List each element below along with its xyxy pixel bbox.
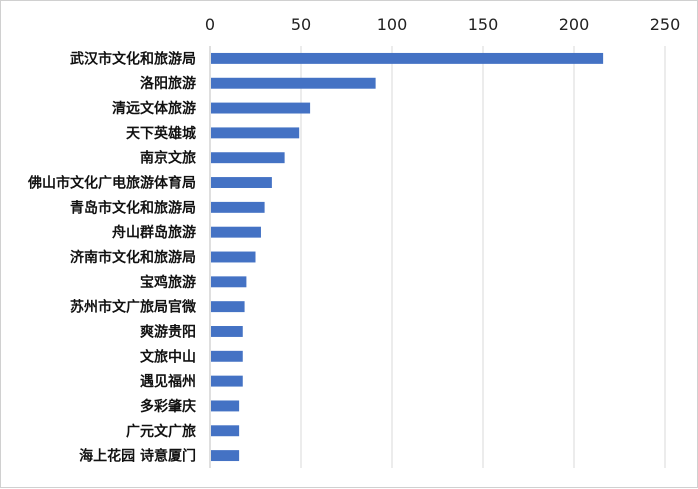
category-label: 佛山市文化广电旅游体育局 — [27, 175, 196, 192]
bar — [211, 400, 240, 412]
x-axis-ticks: 0 50 100 150 200 250 — [205, 15, 680, 34]
category-label: 遇见福州 — [140, 373, 196, 390]
category-label: 青岛市文化和旅游局 — [70, 199, 196, 216]
x-tick-label: 100 — [377, 15, 408, 34]
x-tick-label: 150 — [468, 15, 499, 34]
category-label: 武汉市文化和旅游局 — [70, 50, 196, 67]
category-label: 南京文旅 — [140, 150, 196, 167]
bars — [211, 52, 604, 462]
category-label: 海上花园 诗意厦门 — [79, 448, 196, 465]
bar — [211, 276, 247, 288]
bar — [211, 375, 243, 387]
x-tick-label: 0 — [205, 15, 215, 34]
bar — [211, 251, 256, 263]
category-label: 苏州市文广旅局官微 — [70, 299, 197, 316]
bar — [211, 127, 300, 139]
category-label: 清远文体旅游 — [112, 100, 196, 117]
bar — [211, 326, 243, 337]
bar — [211, 201, 265, 213]
bar — [211, 102, 311, 114]
bar — [211, 425, 240, 437]
bar — [211, 52, 604, 64]
bar — [211, 77, 376, 89]
category-label: 爽游贵阳 — [140, 323, 196, 340]
bar — [211, 152, 285, 164]
bar — [211, 301, 245, 313]
bar — [211, 177, 272, 188]
category-label: 文旅中山 — [140, 348, 196, 365]
category-label: 宝鸡旅游 — [140, 274, 196, 291]
bar — [211, 226, 261, 238]
category-label: 天下英雄城 — [126, 125, 196, 142]
category-label: 洛阳旅游 — [140, 75, 196, 92]
category-label: 舟山群岛旅游 — [112, 224, 196, 241]
category-label: 广元文广旅 — [126, 423, 196, 440]
category-label: 济南市文化和旅游局 — [70, 249, 196, 266]
bar — [211, 450, 240, 462]
x-tick-label: 200 — [559, 15, 590, 34]
category-label: 多彩肇庆 — [140, 398, 196, 415]
category-labels: 武汉市文化和旅游局洛阳旅游清远文体旅游天下英雄城南京文旅佛山市文化广电旅游体育局… — [27, 50, 197, 464]
bar — [211, 350, 243, 362]
x-tick-label: 50 — [291, 15, 311, 34]
x-tick-label: 250 — [650, 15, 681, 34]
gridlines — [300, 46, 666, 468]
